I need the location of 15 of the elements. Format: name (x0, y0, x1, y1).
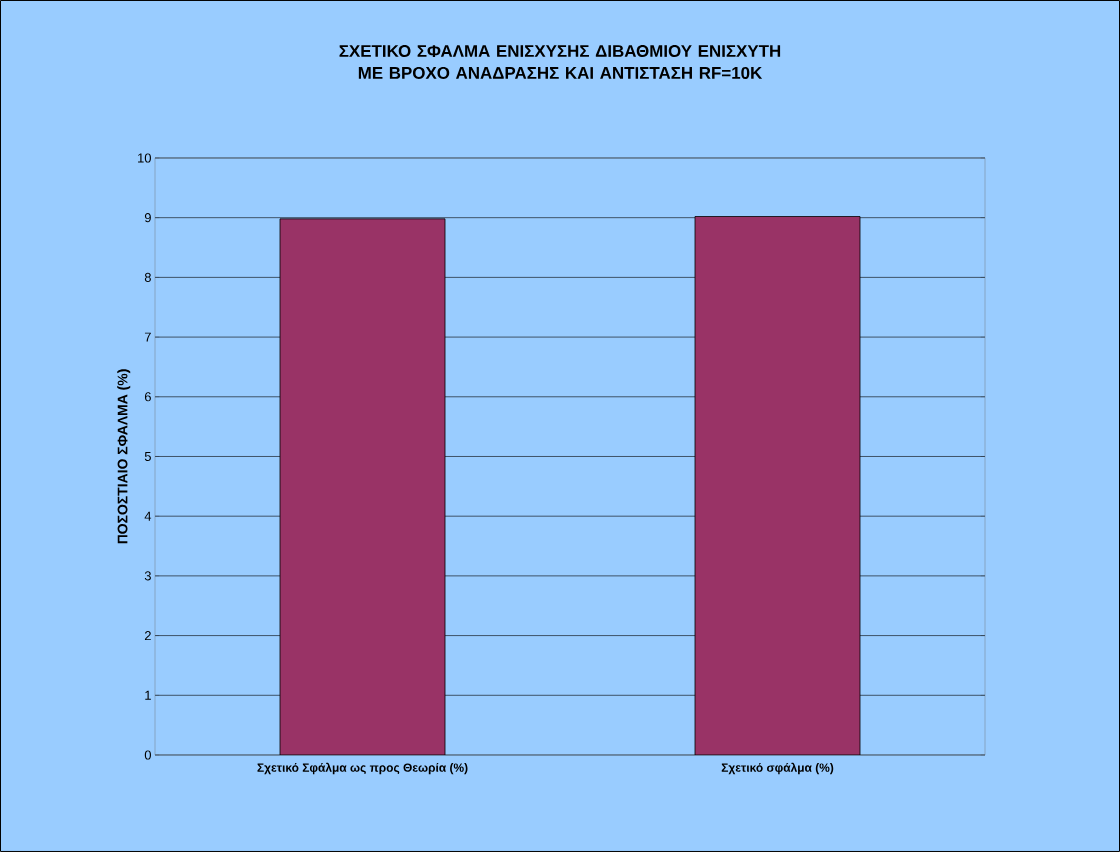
y-tick-label: 9 (144, 213, 151, 223)
x-tick-label: Σχετικό σφάλμα (%) (721, 762, 834, 775)
y-tick-label: 10 (138, 153, 151, 163)
y-tick-label: 6 (144, 392, 151, 402)
y-axis-title: ΠΟΣΟΣΤΙΑΙΟ ΣΦΑΛΜΑ (%) (117, 369, 131, 544)
y-tick-label: 5 (144, 451, 151, 461)
y-tick-label: 2 (144, 631, 151, 641)
chart-title: ΣΧΕΤΙΚΟ ΣΦΑΛΜΑ ΕΝΙΣΧΥΣΗΣ ΔΙΒΑΘΜΙΟΥ ΕΝΙΣΧΥΤΗ ΜΕ ΒΡΟΧΟ ΑΝΑΔΡΑΣΗΣ ΚΑΙ ΑΝΤΙΣΤΑΣΗ RF=10K (339, 45, 781, 79)
x-tick-label: Σχετικό Σφάλμα ως προς Θεωρία (%) (257, 762, 468, 775)
y-tick-label: 0 (144, 750, 151, 760)
y-tick-label: 8 (144, 272, 151, 282)
y-tick-label: 3 (144, 571, 151, 581)
y-tick-label: 1 (145, 690, 151, 700)
y-tick-label: 4 (144, 511, 152, 521)
y-tick-label: 7 (144, 332, 151, 342)
